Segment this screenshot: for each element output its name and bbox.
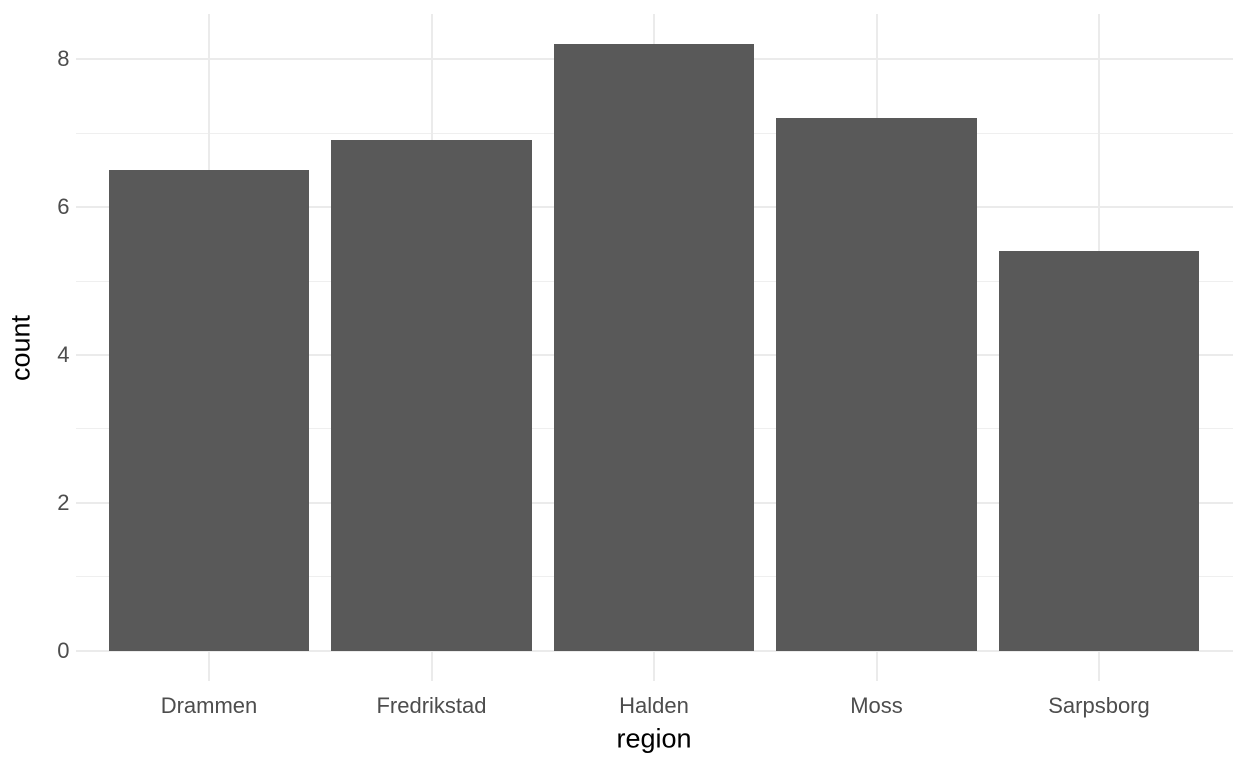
bar-drammen — [108, 170, 310, 651]
x-tick-label: Fredrikstad — [376, 693, 487, 719]
y-tick-label: 0 — [57, 637, 70, 663]
x-tick-label: Halden — [619, 693, 689, 719]
bar-sarpsborg — [998, 251, 1200, 651]
x-tick-label: Moss — [850, 693, 903, 719]
x-tick-label: Sarpsborg — [1048, 693, 1150, 719]
bar-halden — [553, 44, 755, 651]
y-tick-label: 4 — [57, 341, 70, 367]
x-tick-label: Drammen — [160, 693, 258, 719]
bar-moss — [776, 118, 977, 651]
bar-fredrikstad — [331, 140, 532, 651]
y-tick-label: 2 — [57, 489, 70, 515]
y-tick-label: 6 — [57, 194, 70, 220]
y-axis-title: count — [5, 314, 36, 382]
y-tick-label: 8 — [57, 46, 70, 72]
x-axis-title: region — [616, 723, 692, 754]
